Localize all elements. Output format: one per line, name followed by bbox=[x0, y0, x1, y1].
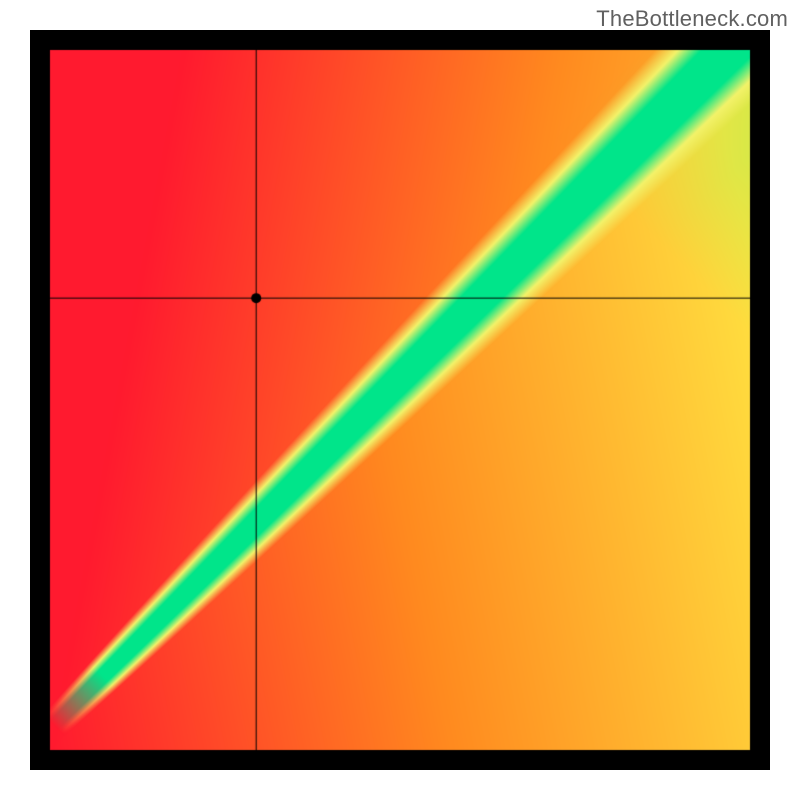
bottleneck-heatmap bbox=[30, 30, 770, 770]
watermark-text: TheBottleneck.com bbox=[596, 6, 788, 32]
heatmap-canvas bbox=[30, 30, 770, 770]
